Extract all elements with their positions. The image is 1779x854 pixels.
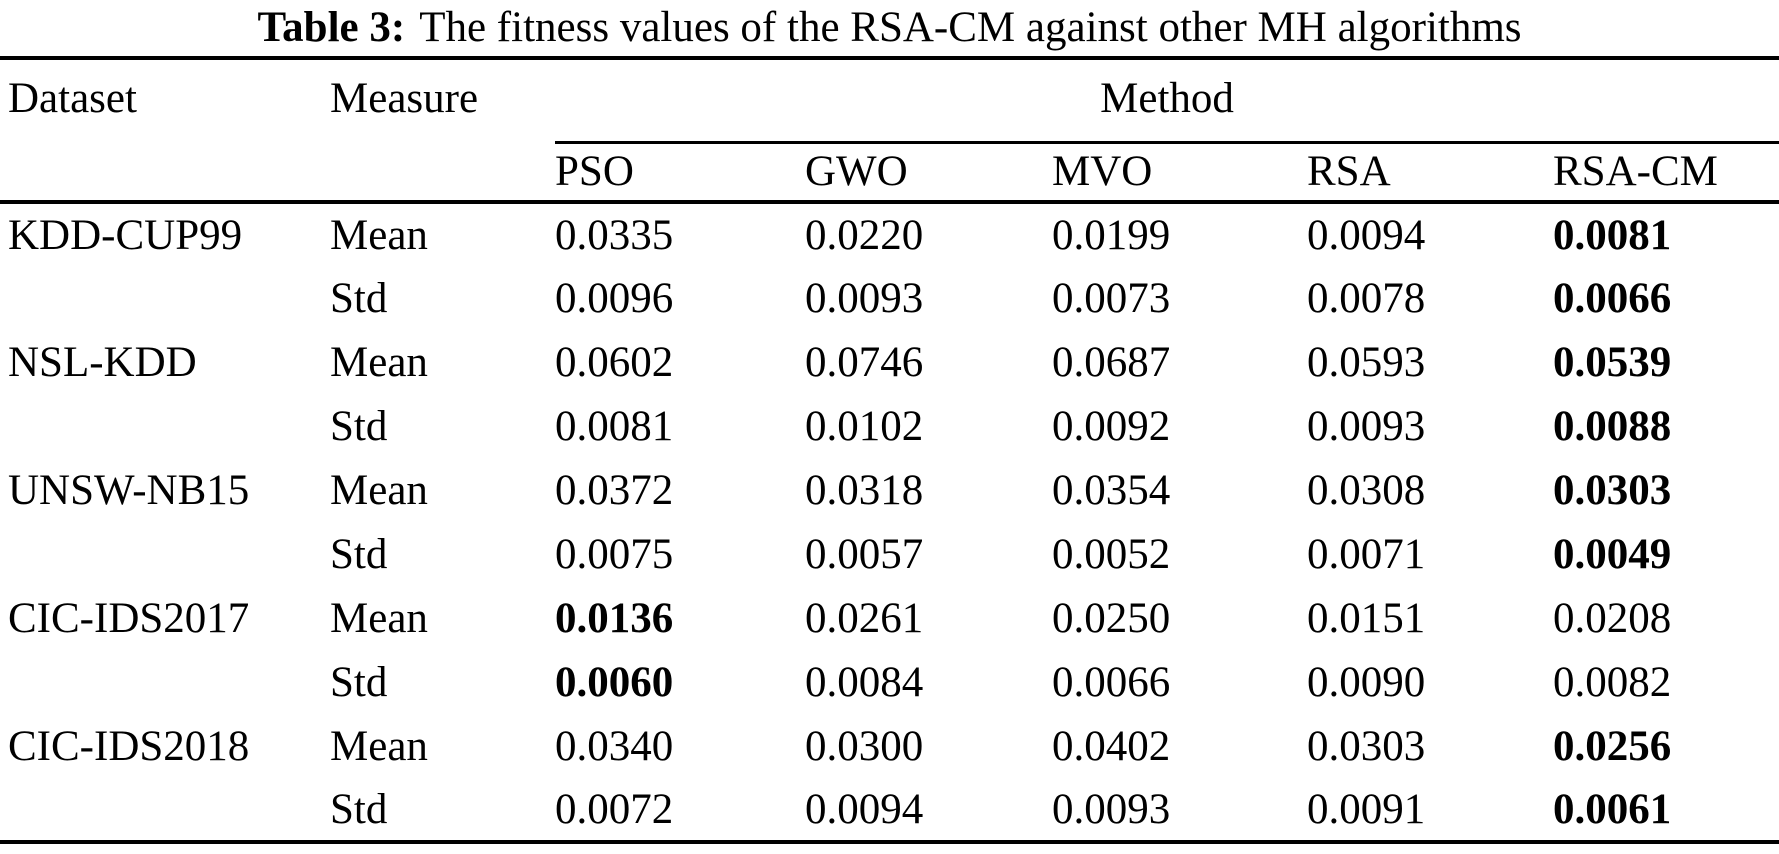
cell-measure: Std (330, 530, 388, 578)
cell-value: 0.0746 (805, 338, 924, 386)
header-row-groups: Dataset Measure Method (0, 58, 1779, 204)
cell-value: 0.0687 (1052, 338, 1171, 386)
cell-dataset (0, 650, 330, 714)
table-row: Std 0.0081 0.0102 0.0092 0.0093 0.0088 (0, 394, 1779, 458)
table-row: KDD-CUP99 Mean 0.0335 0.0220 0.0199 0.0094 0.0… (0, 202, 1779, 266)
header-row-methods: PSO GWO MVO RSA RSA-CM (0, 142, 1779, 204)
cell-dataset (0, 522, 330, 586)
cell-measure: Mean (330, 466, 428, 514)
cell-value: 0.0078 (1307, 274, 1426, 322)
cell-value: 0.0066 (1553, 274, 1672, 322)
cell-value: 0.0340 (555, 722, 674, 770)
header-method-gwo: GWO (805, 142, 1052, 204)
header-measure: Measure (330, 58, 555, 204)
cell-value: 0.0303 (1307, 722, 1426, 770)
cell-value: 0.0066 (1052, 658, 1171, 706)
cell-value: 0.0593 (1307, 338, 1426, 386)
table-caption-label: Table 3: (257, 4, 406, 51)
header-method-group: Method (555, 58, 1779, 144)
fitness-table: Dataset Measure Method PSO GWO MVO RSA R… (0, 56, 1779, 844)
table-row: Std 0.0075 0.0057 0.0052 0.0071 0.0049 (0, 522, 1779, 586)
cell-value: 0.0102 (805, 402, 924, 450)
cell-value: 0.0372 (555, 466, 674, 514)
table-row: Std 0.0096 0.0093 0.0073 0.0078 0.0066 (0, 266, 1779, 330)
header-method-rsacm: RSA-CM (1553, 142, 1779, 204)
header-method-rsa: RSA (1307, 142, 1553, 204)
cell-measure: Std (330, 274, 388, 322)
cell-value: 0.0335 (555, 211, 674, 259)
cell-value: 0.0308 (1307, 466, 1426, 514)
cell-dataset: KDD-CUP99 (8, 211, 243, 259)
cell-value: 0.0072 (555, 785, 674, 833)
cell-value: 0.0088 (1553, 402, 1672, 450)
cell-value: 0.0199 (1052, 211, 1171, 259)
cell-value: 0.0250 (1052, 594, 1171, 642)
cell-value: 0.0402 (1052, 722, 1171, 770)
cell-dataset (0, 266, 330, 330)
cell-value: 0.0075 (555, 530, 674, 578)
cell-value: 0.0060 (555, 658, 674, 706)
cell-value: 0.0081 (555, 402, 674, 450)
table-row: CIC-IDS2017 Mean 0.0136 0.0261 0.0250 0.0151 0… (0, 586, 1779, 650)
cell-value: 0.0151 (1307, 594, 1426, 642)
header-dataset: Dataset (0, 58, 330, 204)
cell-measure: Std (330, 785, 388, 833)
cell-value: 0.0084 (805, 658, 924, 706)
cell-value: 0.0081 (1553, 211, 1672, 259)
cell-value: 0.0049 (1553, 530, 1672, 578)
cell-value: 0.0096 (555, 274, 674, 322)
cell-dataset: CIC-IDS2017 (8, 594, 250, 642)
cell-value: 0.0091 (1307, 785, 1426, 833)
table-row: UNSW-NB15 Mean 0.0372 0.0318 0.0354 0.0308 0.0… (0, 458, 1779, 522)
table-caption-text: The fitness values of the RSA-CM against… (419, 4, 1522, 51)
cell-value: 0.0256 (1553, 722, 1672, 770)
cell-measure: Std (330, 402, 388, 450)
table-row: Std 0.0072 0.0094 0.0093 0.0091 0.0061 (0, 778, 1779, 842)
header-method-pso: PSO (555, 142, 805, 204)
cell-measure: Mean (330, 338, 428, 386)
cell-value: 0.0354 (1052, 466, 1171, 514)
cell-value: 0.0057 (805, 530, 924, 578)
cell-value: 0.0071 (1307, 530, 1426, 578)
cell-value: 0.0093 (1307, 402, 1426, 450)
cell-value: 0.0136 (555, 594, 674, 642)
cell-dataset (0, 778, 330, 842)
cell-value: 0.0052 (1052, 530, 1171, 578)
cell-value: 0.0061 (1553, 785, 1672, 833)
cell-value: 0.0073 (1052, 274, 1171, 322)
cell-value: 0.0093 (1052, 785, 1171, 833)
cell-value: 0.0220 (805, 211, 924, 259)
cell-value: 0.0090 (1307, 658, 1426, 706)
cell-measure: Mean (330, 594, 428, 642)
cell-dataset (0, 394, 330, 458)
cell-value: 0.0602 (555, 338, 674, 386)
cell-dataset: NSL-KDD (8, 338, 197, 386)
cell-value: 0.0093 (805, 274, 924, 322)
cell-dataset: UNSW-NB15 (8, 466, 250, 514)
table-row: CIC-IDS2018 Mean 0.0340 0.0300 0.0402 0.0303 0… (0, 714, 1779, 778)
cell-value: 0.0092 (1052, 402, 1171, 450)
header-method-mvo: MVO (1052, 142, 1307, 204)
cell-value: 0.0208 (1553, 594, 1672, 642)
cell-dataset: CIC-IDS2018 (8, 722, 250, 770)
cell-value: 0.0094 (805, 785, 924, 833)
table-row: Std 0.0060 0.0084 0.0066 0.0090 0.0082 (0, 650, 1779, 714)
cell-value: 0.0082 (1553, 658, 1672, 706)
table-row: NSL-KDD Mean 0.0602 0.0746 0.0687 0.0593 0.053… (0, 330, 1779, 394)
table-caption: Table 3: The fitness values of the RSA-CM… (0, 0, 1779, 56)
cell-measure: Mean (330, 722, 428, 770)
cell-value: 0.0303 (1553, 466, 1672, 514)
cell-value: 0.0094 (1307, 211, 1426, 259)
table-body: KDD-CUP99 Mean 0.0335 0.0220 0.0199 0.0094 0.0… (0, 202, 1779, 842)
cell-measure: Mean (330, 211, 428, 259)
table-header: Dataset Measure Method PSO GWO MVO RSA R… (0, 58, 1779, 204)
cell-value: 0.0318 (805, 466, 924, 514)
cell-value: 0.0300 (805, 722, 924, 770)
cell-value: 0.0261 (805, 594, 924, 642)
cell-value: 0.0539 (1553, 338, 1672, 386)
cell-measure: Std (330, 658, 388, 706)
